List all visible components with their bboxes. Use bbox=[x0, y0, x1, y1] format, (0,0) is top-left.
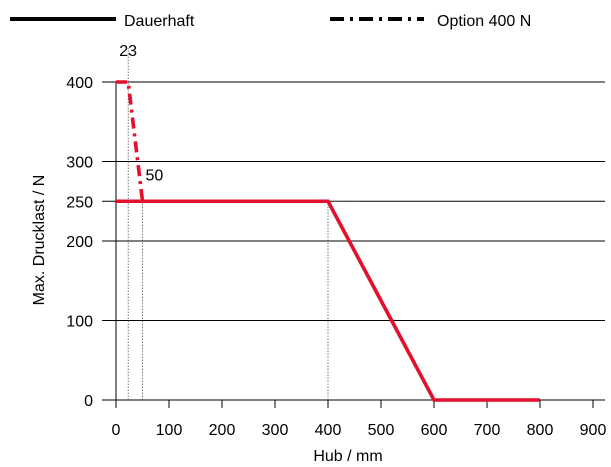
x-axis-title: Hub / mm bbox=[313, 448, 382, 465]
y-tick-label: 100 bbox=[66, 314, 93, 331]
grid bbox=[102, 81, 605, 401]
series-line bbox=[116, 80, 145, 202]
annotation-label: 50 bbox=[146, 167, 164, 184]
x-tick-label: 700 bbox=[474, 422, 501, 439]
legend: Dauerhaft Option 400 N bbox=[10, 13, 531, 30]
y-axis-title: Max. Drucklast / N bbox=[31, 175, 48, 306]
x-tick-label: 800 bbox=[527, 422, 554, 439]
x-tick-label: 400 bbox=[315, 422, 342, 439]
x-tick-label: 500 bbox=[368, 422, 395, 439]
y-tick-label: 250 bbox=[66, 194, 93, 211]
x-tick-label: 200 bbox=[209, 422, 236, 439]
legend-label: Option 400 N bbox=[437, 13, 531, 30]
series bbox=[116, 80, 540, 402]
y-tick-label: 0 bbox=[84, 393, 93, 410]
y-tick-label: 200 bbox=[66, 234, 93, 251]
x-tick-label: 100 bbox=[156, 422, 183, 439]
y-tick-label: 300 bbox=[66, 155, 93, 172]
x-tick-label: 300 bbox=[262, 422, 289, 439]
legend-label: Dauerhaft bbox=[124, 13, 195, 30]
reference-lines bbox=[127, 48, 359, 400]
x-tick-label: 0 bbox=[112, 422, 121, 439]
y-tick-label: 400 bbox=[66, 75, 93, 92]
series-line bbox=[116, 199, 540, 402]
ticks: 0 100 200 300 400 500 600 700 800 900 0 100 200 250 30… bbox=[66, 75, 606, 439]
x-tick-label: 600 bbox=[421, 422, 448, 439]
annotations: 23 50 bbox=[119, 43, 163, 184]
x-tick-label: 900 bbox=[580, 422, 607, 439]
annotation-label: 23 bbox=[119, 43, 137, 60]
